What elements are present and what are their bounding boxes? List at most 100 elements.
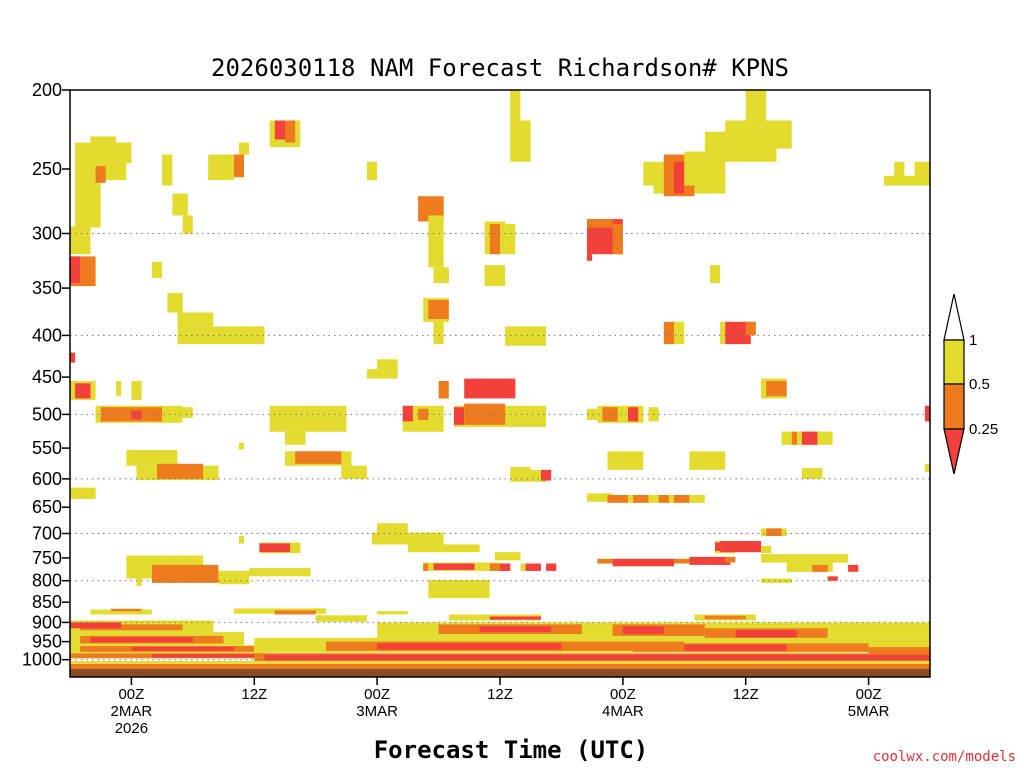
ri-cell-red bbox=[546, 563, 557, 571]
ri-cell-yellow bbox=[218, 570, 250, 585]
ri-cell-red bbox=[525, 563, 541, 571]
ri-cell-red bbox=[402, 405, 413, 422]
ri-cell-yellow bbox=[510, 120, 531, 162]
ri-cell-yellow bbox=[238, 142, 250, 155]
ri-cell-yellow bbox=[90, 609, 152, 615]
pressure-gridlines bbox=[70, 233, 930, 661]
x-tick-label: 2MAR bbox=[111, 703, 153, 720]
ri-cell-yellow bbox=[883, 176, 930, 186]
ri-cell-yellow bbox=[177, 326, 265, 345]
ri-cell-orange bbox=[658, 495, 669, 503]
ri-cell-orange bbox=[597, 558, 613, 564]
ri-cell-yellow bbox=[162, 154, 173, 186]
ri-cell-orange bbox=[607, 495, 628, 503]
pressure-axis: 200 250 300 350 400 450 500 550 600 650 700 750 8008… bbox=[22, 80, 70, 670]
ri-cell-red bbox=[464, 378, 516, 399]
ri-cell-yellow bbox=[587, 408, 598, 420]
color-legend: 1 0.5 0.25 bbox=[943, 293, 998, 475]
ri-cell-yellow bbox=[70, 661, 930, 664]
ri-cell-red bbox=[151, 654, 255, 658]
ri-cell-orange bbox=[674, 558, 690, 564]
ri-cell-red bbox=[500, 563, 511, 571]
ri-cell-ground bbox=[70, 668, 930, 677]
ri-cell-orange bbox=[295, 451, 342, 464]
ri-cell-orange bbox=[95, 166, 106, 183]
x-axis-label: Forecast Time (UTC) bbox=[374, 736, 649, 764]
ri-cell-yellow bbox=[510, 466, 531, 482]
y-tick-label: 850 bbox=[32, 592, 62, 612]
ri-cell-orange bbox=[80, 624, 183, 631]
ri-cell-red bbox=[70, 352, 76, 363]
ri-cell-orange bbox=[233, 154, 244, 178]
ri-cell-orange bbox=[587, 219, 613, 228]
y-tick-label: 600 bbox=[32, 469, 62, 489]
ri-cell-red bbox=[131, 410, 142, 420]
ri-cell-yellow bbox=[505, 326, 547, 346]
ri-cell-orange bbox=[674, 495, 690, 503]
ri-cell-red bbox=[720, 541, 762, 553]
source-credit: coolwx.com/models bbox=[873, 749, 1016, 765]
ri-cell-orange bbox=[274, 610, 316, 615]
ri-cell-red bbox=[674, 161, 685, 194]
ri-cell-orange bbox=[157, 463, 204, 479]
y-tick-label: 900 bbox=[32, 612, 62, 632]
ri-cell-red bbox=[628, 407, 639, 422]
ri-cell-orange bbox=[612, 224, 623, 255]
x-tick-label: 12Z bbox=[241, 686, 267, 703]
x-tick-label: 00Z bbox=[610, 686, 636, 703]
ri-cell-yellow bbox=[433, 267, 449, 283]
y-tick-label: 700 bbox=[32, 524, 62, 544]
ri-cell-red bbox=[725, 321, 751, 345]
ri-cell-red bbox=[924, 405, 930, 422]
ri-cell-red bbox=[848, 564, 859, 572]
ri-cell-orange bbox=[791, 431, 797, 445]
ri-cell-yellow bbox=[366, 161, 378, 181]
y-tick-label: 500 bbox=[32, 404, 62, 424]
ri-cell-yellow bbox=[761, 554, 849, 563]
x-tick-label: 12Z bbox=[487, 686, 513, 703]
ri-cell-yellow bbox=[484, 265, 506, 287]
ri-cell-yellow bbox=[70, 487, 96, 499]
ri-cell-yellow bbox=[377, 523, 408, 534]
ri-cell-yellow bbox=[914, 161, 930, 176]
ri-cell-orange bbox=[704, 615, 746, 620]
ri-cell-yellow bbox=[761, 545, 772, 554]
ri-cell-orange bbox=[633, 495, 649, 503]
y-tick-label: 550 bbox=[32, 438, 62, 458]
ri-cell-yellow bbox=[607, 451, 644, 470]
ri-cell-yellow bbox=[709, 265, 721, 283]
ri-cell-yellow bbox=[249, 568, 311, 577]
ri-cell-yellow bbox=[894, 161, 905, 176]
x-tick-label: 2026 bbox=[115, 720, 148, 737]
ri-cell-yellow bbox=[121, 142, 132, 164]
ri-cell-yellow bbox=[745, 90, 767, 124]
y-tick-label: 200 bbox=[32, 80, 62, 100]
legend-bin-below-025 bbox=[943, 428, 965, 475]
ri-cell-yellow bbox=[182, 407, 193, 418]
ri-cell-yellow bbox=[341, 465, 367, 479]
ri-cell-orange bbox=[812, 564, 828, 572]
ri-cell-yellow bbox=[285, 431, 306, 445]
ri-cell-yellow bbox=[720, 321, 726, 345]
legend-tick-label: 1 bbox=[969, 332, 977, 349]
ri-cell-yellow bbox=[208, 154, 234, 181]
y-tick-label: 400 bbox=[32, 325, 62, 345]
ri-cell-yellow bbox=[433, 321, 444, 345]
ri-cell-red bbox=[259, 543, 291, 553]
ri-cell-yellow bbox=[505, 224, 516, 255]
ri-cell-orange bbox=[438, 381, 449, 399]
legend-bin bbox=[943, 339, 965, 385]
ri-cell-yellow bbox=[136, 576, 142, 586]
ri-cell-red bbox=[90, 637, 193, 643]
ri-cell-orange bbox=[725, 556, 736, 563]
ri-cell-yellow bbox=[238, 536, 244, 544]
ri-cell-red bbox=[827, 576, 838, 581]
ri-cell-yellow bbox=[116, 381, 122, 397]
ri-cell-red bbox=[70, 256, 81, 283]
x-tick-label: 12Z bbox=[733, 686, 759, 703]
ri-cell-yellow bbox=[151, 261, 163, 278]
ri-cell-yellow bbox=[530, 469, 547, 482]
ri-cell-yellow bbox=[172, 193, 188, 216]
ri-cell-yellow bbox=[689, 451, 726, 470]
ri-cell-red bbox=[377, 643, 562, 650]
